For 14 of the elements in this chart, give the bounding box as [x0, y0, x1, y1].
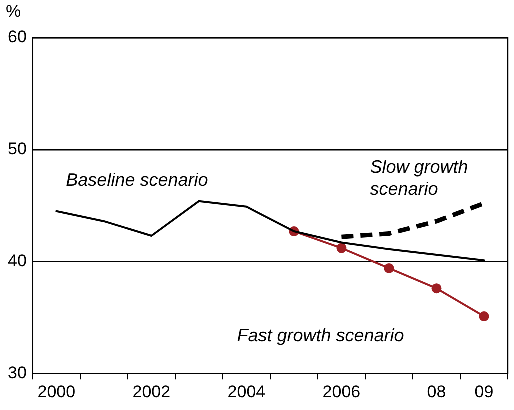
- y-tick-label: 60: [8, 28, 27, 47]
- x-tick-label: 08: [427, 382, 446, 402]
- text: Fast growth scenario: [237, 326, 404, 346]
- series-label: Baseline scenario: [66, 170, 208, 190]
- x-tick-label: 2000: [38, 382, 76, 402]
- x-tick-label: 2006: [322, 382, 361, 402]
- y-tick-label: 50: [8, 140, 27, 159]
- y-tick-label: 30: [8, 363, 27, 382]
- y-axis-title: %: [6, 2, 22, 22]
- x-tick-label: 2002: [132, 382, 171, 402]
- series-label: Slow growth scenario: [370, 156, 468, 199]
- x-tick-label: 09: [474, 382, 494, 402]
- x-tick-label: 2004: [228, 382, 266, 402]
- y-tick-label: 40: [8, 251, 27, 270]
